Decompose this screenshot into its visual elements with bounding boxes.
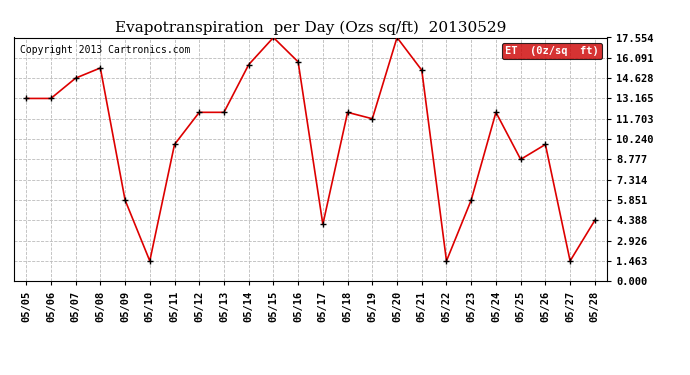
Text: Copyright 2013 Cartronics.com: Copyright 2013 Cartronics.com [20, 45, 190, 55]
Title: Evapotranspiration  per Day (Ozs sq/ft)  20130529: Evapotranspiration per Day (Ozs sq/ft) 2… [115, 21, 506, 35]
Legend: ET  (0z/sq  ft): ET (0z/sq ft) [502, 43, 602, 59]
